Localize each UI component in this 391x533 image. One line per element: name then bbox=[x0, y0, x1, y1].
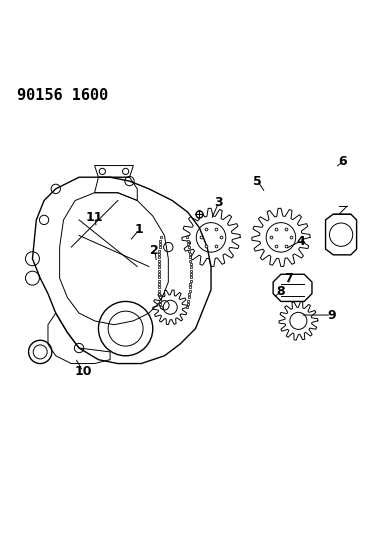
Text: 4: 4 bbox=[296, 235, 305, 248]
Text: 1: 1 bbox=[135, 223, 143, 236]
Text: 9: 9 bbox=[327, 309, 336, 321]
Text: 5: 5 bbox=[253, 175, 262, 188]
Text: 8: 8 bbox=[276, 285, 285, 298]
Text: 3: 3 bbox=[215, 196, 223, 209]
Text: 11: 11 bbox=[86, 212, 103, 224]
Text: 90156 1600: 90156 1600 bbox=[17, 88, 108, 103]
Text: 2: 2 bbox=[151, 245, 159, 257]
Text: 7: 7 bbox=[284, 272, 293, 285]
Text: 10: 10 bbox=[74, 365, 91, 378]
Text: 6: 6 bbox=[339, 155, 347, 168]
